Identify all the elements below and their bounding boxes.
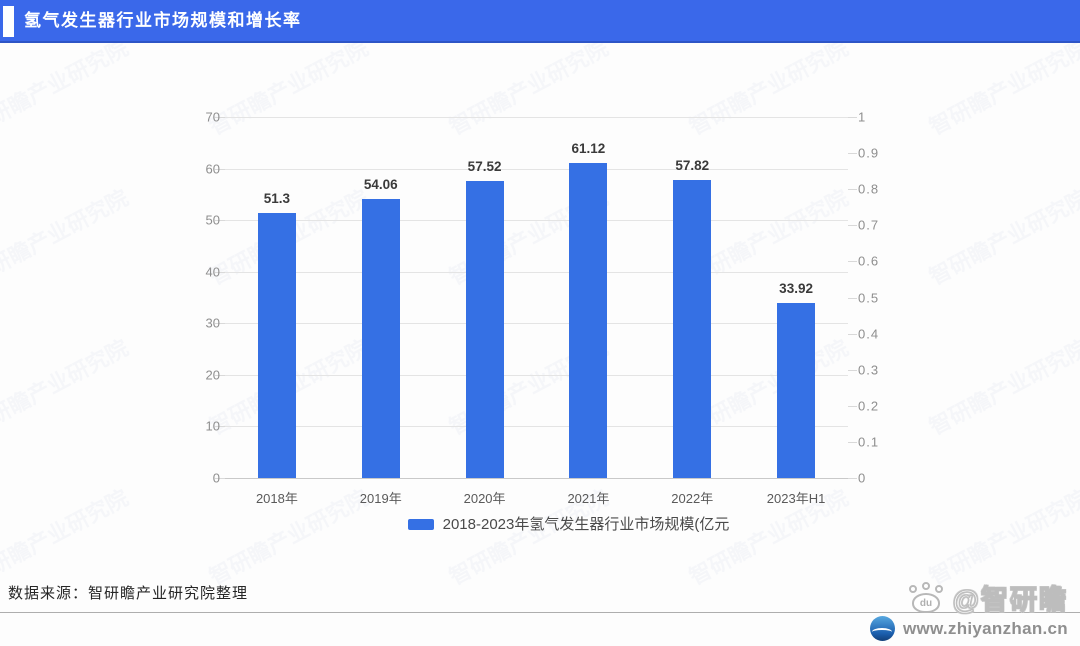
bar <box>361 199 400 478</box>
bar-value-label: 61.12 <box>571 140 606 156</box>
x-tick-label: 2022年 <box>671 491 714 506</box>
left-axis-tick <box>215 426 225 428</box>
y-tick-label-right: 0.8 <box>858 181 880 197</box>
title-accent-mark <box>3 6 14 37</box>
y-tick-label-right: 0.9 <box>858 145 880 161</box>
paw-toe-icon <box>922 582 930 590</box>
x-tick-label: 2023年H1 <box>766 491 826 506</box>
brand-url-row: www.zhiyanzhan.cn <box>869 616 1068 641</box>
y-tick-label-right: 0.7 <box>858 217 880 233</box>
right-axis-tick <box>848 369 857 371</box>
watermark-text: 智研瞻产业研究院 <box>0 31 133 142</box>
right-axis-tick <box>848 117 857 118</box>
left-axis-tick <box>215 374 225 376</box>
x-tick-label: 2020年 <box>463 491 506 506</box>
watermark-text: 智研瞻产业研究院 <box>0 331 133 442</box>
gridline <box>225 220 848 222</box>
x-tick-label: 2019年 <box>359 491 402 506</box>
y-tick-label-right: 0.1 <box>858 434 880 450</box>
y-tick-label-right: 0 <box>858 470 867 486</box>
plot-area: 51.3 2018年 54.06 2019年 57.52 2020年 61.12 2021年 5… <box>215 117 857 506</box>
watermark-text: 智研瞻产业研究院 <box>0 481 133 592</box>
data-source-note: 数据来源：智研瞻产业研究院整理 <box>8 585 249 602</box>
header-bar: 氢气发生器行业市场规模和增长率 <box>0 0 1080 43</box>
globe-icon <box>869 616 895 641</box>
gridline <box>225 374 848 376</box>
y-tick-label-right: 0.5 <box>858 290 880 305</box>
bar <box>257 213 296 478</box>
brand-handle: @智研瞻 <box>952 584 1068 615</box>
bar-value-label: 33.92 <box>779 281 813 297</box>
y-tick-label-left: 30 <box>205 315 220 331</box>
paw-toe-icon <box>909 585 917 593</box>
gridline <box>225 478 848 479</box>
left-axis-tick <box>215 478 225 479</box>
right-axis-tick <box>848 405 857 407</box>
y-tick-label-right: 0.2 <box>858 398 880 414</box>
bar <box>569 162 608 478</box>
bar-value-label: 54.06 <box>363 177 398 193</box>
y-tick-label-right: 0.4 <box>858 326 880 342</box>
y-tick-label-left: 60 <box>205 161 220 177</box>
bar-value-label: 57.82 <box>675 157 710 173</box>
right-axis-tick <box>848 153 857 155</box>
legend: 2018-2023年氢气发生器行业市场规模(亿元 <box>257 513 880 534</box>
page-title: 氢气发生器行业市场规模和增长率 <box>24 11 302 30</box>
gridline <box>225 323 848 325</box>
bar <box>465 181 504 478</box>
x-tick-label: 2021年 <box>567 491 610 506</box>
right-axis-tick <box>848 333 857 335</box>
bar <box>777 303 816 478</box>
footer-divider <box>0 612 1080 613</box>
paw-icon: du <box>906 582 948 614</box>
gridline <box>225 426 848 428</box>
globe-wave-icon <box>871 628 892 636</box>
brand-url: www.zhiyanzhan.cn <box>902 618 1068 638</box>
right-axis-tick <box>848 261 857 263</box>
right-axis-tick <box>848 225 857 227</box>
right-axis-tick <box>848 478 857 479</box>
legend-swatch <box>407 519 434 530</box>
gridline <box>225 271 848 273</box>
gridline <box>225 168 848 170</box>
left-axis-tick <box>215 117 225 118</box>
x-tick-label: 2018年 <box>255 491 298 506</box>
y-tick-label-left: 50 <box>205 212 220 228</box>
left-axis-tick <box>215 271 225 273</box>
paw-pad-icon: du <box>912 593 940 613</box>
y-tick-label-left: 70 <box>205 109 220 125</box>
legend-item: 2018-2023年氢气发生器行业市场规模(亿元 <box>407 513 730 534</box>
paw-toe-icon <box>935 585 943 593</box>
left-axis-tick <box>215 168 225 170</box>
y-tick-label-right: 0.6 <box>858 253 880 269</box>
y-tick-label-left: 0 <box>212 470 220 486</box>
y-tick-label-left: 20 <box>205 367 220 383</box>
right-axis-tick <box>848 441 857 443</box>
y-tick-label-left: 10 <box>205 418 220 434</box>
watermark-text: 智研瞻产业研究院 <box>923 481 1080 592</box>
left-axis-tick <box>215 220 225 222</box>
watermark-text: 智研瞻产业研究院 <box>923 181 1080 292</box>
y-tick-label-left: 40 <box>205 264 220 280</box>
gridline <box>225 117 848 118</box>
right-axis-tick <box>848 297 857 299</box>
bar <box>673 179 712 478</box>
bar-value-label: 51.3 <box>263 191 291 207</box>
y-tick-label-right: 1 <box>858 109 867 125</box>
watermark-text: 智研瞻产业研究院 <box>0 181 133 292</box>
left-axis-tick <box>215 323 225 325</box>
bar-value-label: 57.52 <box>467 159 502 175</box>
legend-label: 2018-2023年氢气发生器行业市场规模(亿元 <box>442 516 730 533</box>
right-axis-tick <box>848 189 857 191</box>
y-tick-label-right: 0.3 <box>858 362 880 378</box>
watermark-text: 智研瞻产业研究院 <box>923 31 1080 142</box>
watermark-text: 智研瞻产业研究院 <box>923 331 1080 442</box>
